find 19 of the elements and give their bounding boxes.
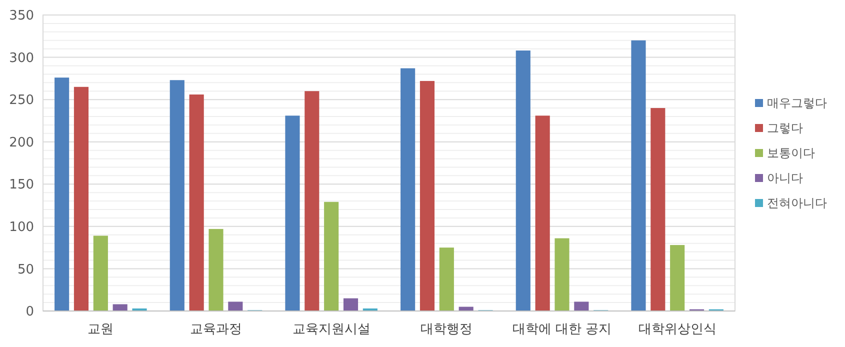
- x-tick-label: 대학행정: [420, 322, 473, 337]
- legend-label: 아니다: [767, 171, 803, 186]
- y-tick-label: 150: [9, 178, 34, 193]
- x-tick-label: 대학위상인식: [638, 322, 716, 337]
- y-tick-label: 0: [26, 304, 34, 320]
- x-tick-label: 교원: [88, 322, 114, 337]
- x-tick-label: 교육과정: [190, 322, 242, 337]
- y-tick-label: 350: [9, 8, 34, 24]
- legend-label: 매우그렇다: [767, 96, 827, 110]
- y-tick-label: 200: [9, 135, 34, 150]
- y-tick-label: 250: [9, 93, 34, 108]
- y-tick-label: 300: [9, 50, 34, 66]
- x-tick-label: 교육지원시설: [292, 322, 370, 337]
- legend-label: 그렇다: [767, 121, 803, 136]
- x-tick-label: 대학에 대한 공지: [512, 322, 612, 337]
- legend-label: 전혀아니다: [767, 196, 827, 210]
- y-tick-label: 100: [9, 220, 34, 235]
- legend-label: 보통이다: [767, 146, 815, 160]
- y-tick-label: 50: [17, 262, 34, 278]
